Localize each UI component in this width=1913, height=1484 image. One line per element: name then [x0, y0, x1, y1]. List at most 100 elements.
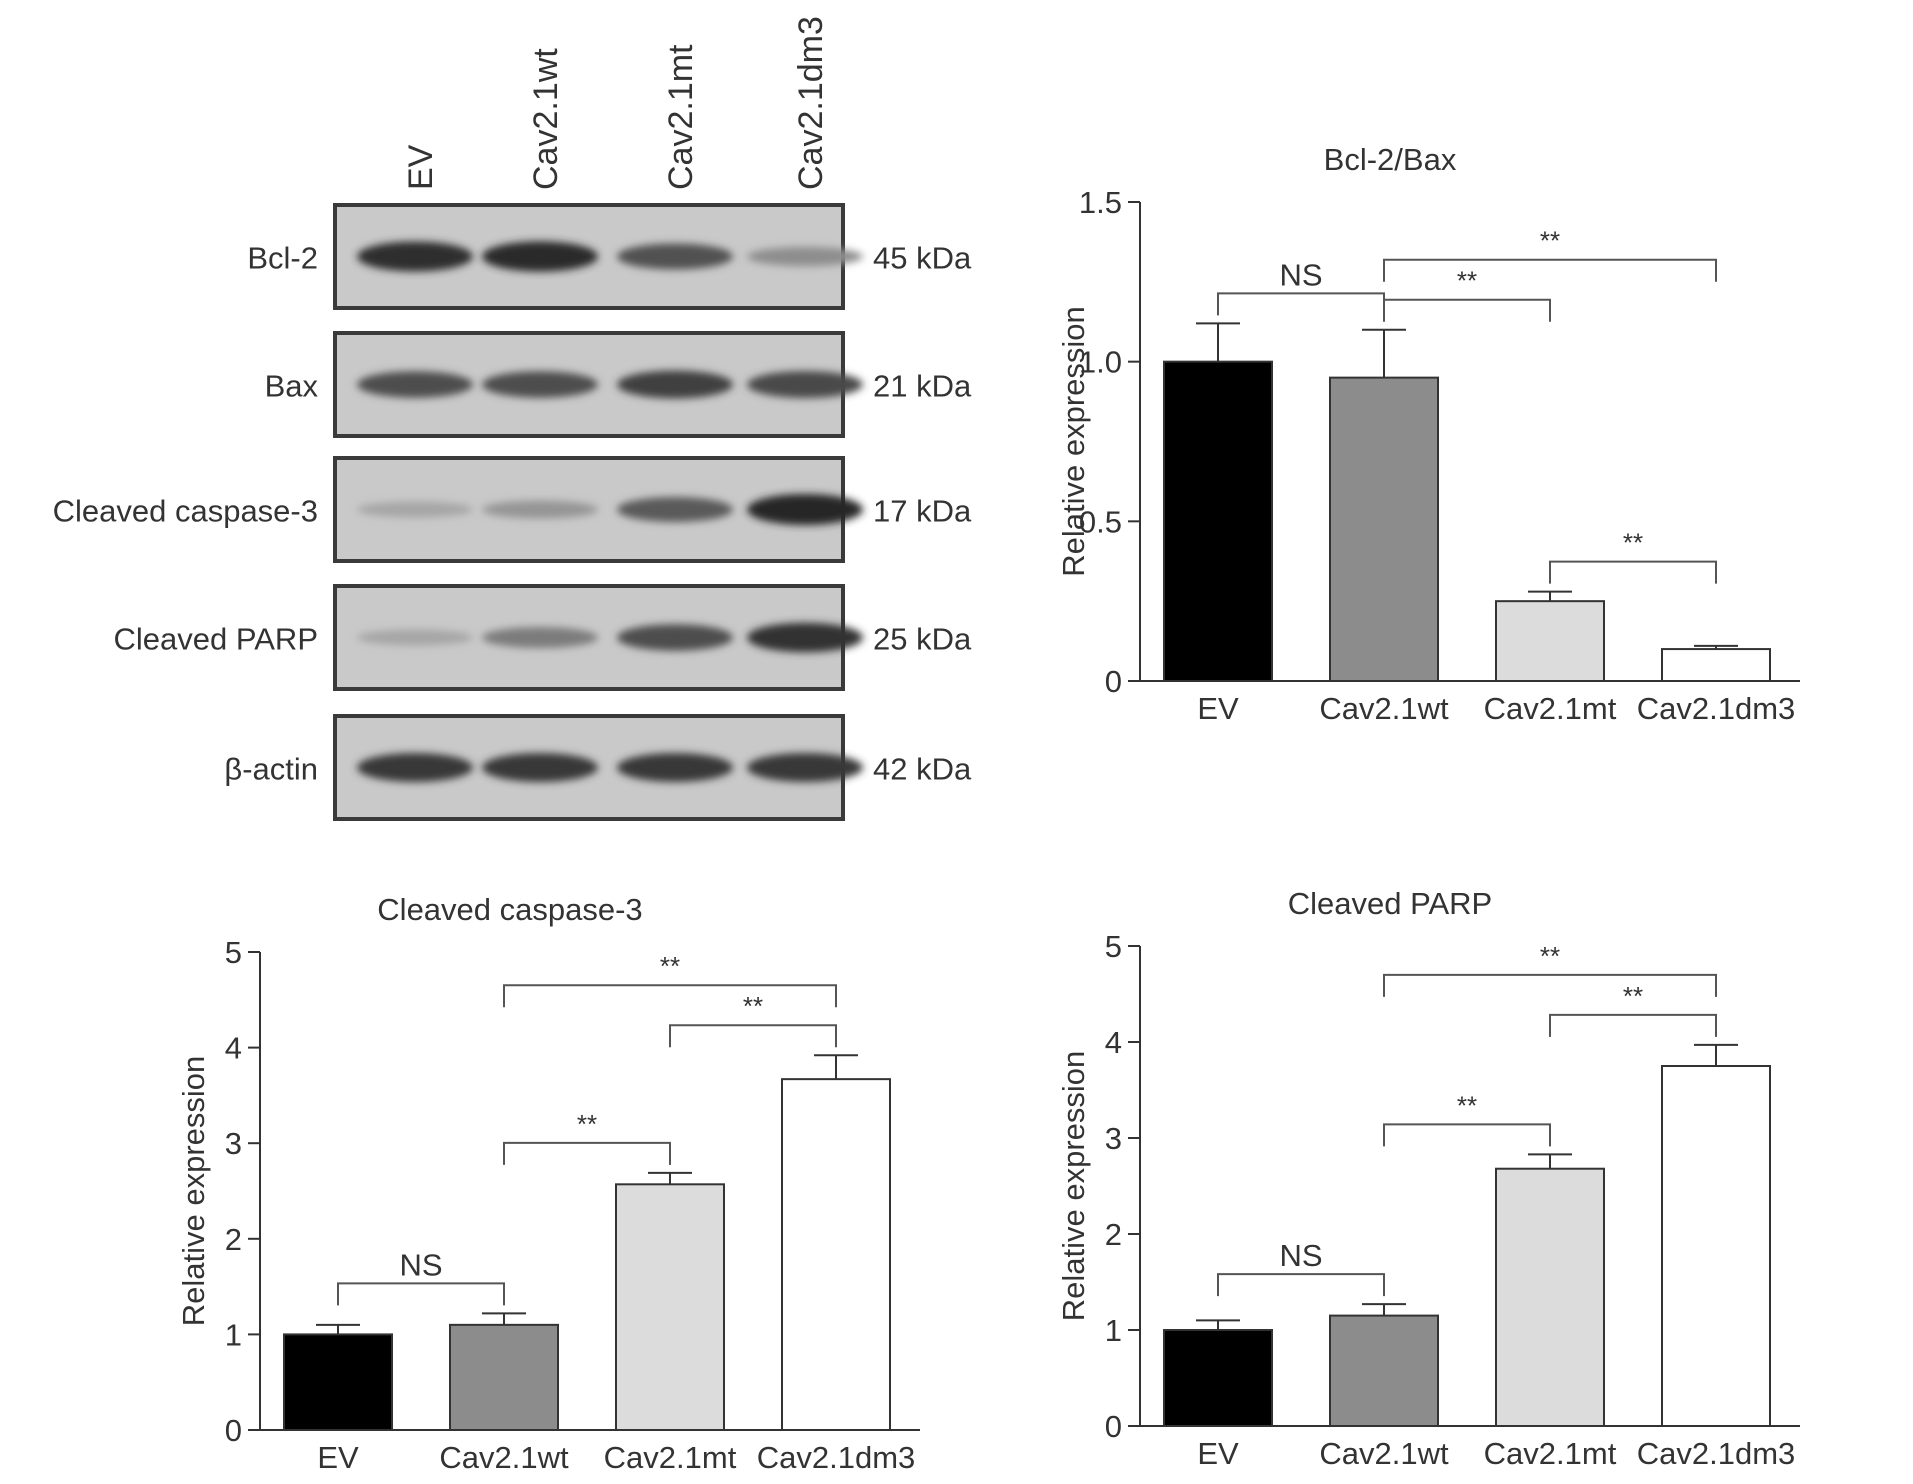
x-tick-label: EV [1197, 691, 1239, 726]
blot-band [617, 243, 733, 270]
blot-band [357, 753, 473, 782]
blot-band [617, 624, 733, 651]
blot-band [747, 753, 863, 782]
bar-cav2-1mt [615, 1183, 725, 1432]
molecular-weight-label: 25 kDa [873, 622, 972, 657]
y-tick-label: 2 [1105, 1217, 1122, 1252]
significance-bracket: NS [337, 1247, 505, 1306]
significance-label: ** [1540, 941, 1560, 971]
bar-cav2-1mt [1495, 600, 1605, 682]
blot-band [482, 241, 598, 272]
blot-band [617, 370, 733, 399]
bracket-line [1549, 1013, 1717, 1037]
y-axis-label: Relative expression [176, 1056, 211, 1327]
blot-row-bcl-2: Bcl-2 45 kDa [247, 203, 972, 310]
bracket-line [1549, 560, 1717, 584]
lane-label-ev: EV [402, 144, 440, 190]
x-tick-label: Cav2.1mt [604, 1440, 737, 1475]
bracket-line [1383, 258, 1717, 282]
y-tick-label: 0 [1105, 664, 1122, 699]
significance-bracket: ** [503, 1109, 671, 1165]
protein-label: Cleaved caspase-3 [53, 494, 318, 529]
blot-band [357, 371, 473, 398]
bracket-line [503, 1141, 671, 1165]
significance-label: ** [1457, 266, 1477, 296]
bar-cav2-1dm3 [1661, 1065, 1771, 1427]
x-tick-label: Cav2.1wt [1319, 691, 1449, 726]
bar-cav2-1dm3 [1661, 648, 1771, 682]
significance-bracket: NS [1217, 257, 1385, 316]
y-tick-label: 5 [1105, 929, 1122, 964]
chart-cleaved-caspase-3: Cleaved caspase-3 Relative expression 0 1 2 3… [176, 892, 920, 1475]
bar-cav2-1wt [1329, 1314, 1439, 1428]
y-tick-label: 4 [1105, 1025, 1122, 1060]
x-tick-label: Cav2.1mt [1484, 691, 1617, 726]
y-tick-label: 3 [225, 1126, 242, 1161]
chart-bcl2-bax: Bcl-2/Bax Relative expression 0 0.5 1.0 1.5 EV… [1056, 142, 1800, 726]
bracket-line [1383, 1123, 1551, 1147]
protein-label: Cleaved PARP [114, 622, 318, 657]
blot-band [357, 241, 473, 272]
x-tick-label: EV [317, 1440, 359, 1475]
x-tick-label: Cav2.1mt [1484, 1436, 1617, 1471]
chart-title: Cleaved caspase-3 [377, 892, 642, 927]
bracket-line [1383, 973, 1717, 997]
blot-band [747, 247, 863, 266]
blot-band [482, 753, 598, 782]
significance-bracket: NS [1217, 1238, 1385, 1297]
y-tick-label: 1.5 [1079, 185, 1122, 220]
blot-row-bax: Bax 21 kDa [265, 331, 972, 438]
x-tick-label: Cav2.1wt [1319, 1436, 1449, 1471]
blot-band [617, 497, 733, 522]
bar-ev [283, 1333, 393, 1431]
protein-label: Bax [265, 369, 319, 404]
y-tick-label: 3 [1105, 1121, 1122, 1156]
significance-bracket: ** [1549, 528, 1717, 584]
lane-label-cav2-1mt: Cav2.1mt [662, 44, 700, 190]
x-tick-label: Cav2.1dm3 [757, 1440, 916, 1475]
significance-bracket: ** [1383, 941, 1717, 997]
y-tick-label: 0 [1105, 1409, 1122, 1444]
molecular-weight-label: 21 kDa [873, 369, 972, 404]
blot-band [747, 622, 863, 653]
x-tick-label: Cav2.1dm3 [1637, 1436, 1796, 1471]
chart-title: Bcl-2/Bax [1324, 142, 1457, 177]
blot-rows: Bcl-2 45 kDa Bax 21 kDa Cleaved caspase-3 17 … [53, 203, 972, 821]
significance-label: ** [743, 991, 763, 1021]
significance-bracket: ** [669, 991, 837, 1048]
blot-band [747, 494, 863, 525]
significance-bracket: ** [1383, 226, 1717, 282]
lane-label-cav2-1wt: Cav2.1wt [527, 48, 565, 190]
y-tick-label: 1 [225, 1317, 242, 1352]
molecular-weight-label: 45 kDa [873, 241, 972, 276]
significance-label: ** [1457, 1090, 1477, 1120]
chart-cleaved-parp: Cleaved PARP Relative expression 0 1 2 3 4 5 EV C… [1056, 886, 1800, 1471]
blot-band [482, 500, 598, 519]
blot-band [482, 627, 598, 648]
x-tick-label: EV [1197, 1436, 1239, 1471]
bracket-line [1217, 292, 1385, 316]
y-axis-label: Relative expression [1056, 1051, 1091, 1322]
blot-row-cleaved-parp: Cleaved PARP 25 kDa [114, 584, 972, 691]
lane-label-cav2-1dm3: Cav2.1dm3 [792, 16, 830, 190]
significance-label: ** [660, 951, 680, 981]
bracket-line [1383, 298, 1551, 322]
significance-bracket: ** [1549, 981, 1717, 1037]
blot-row-cleaved-caspase-3: Cleaved caspase-3 17 kDa [53, 456, 972, 563]
blot-band [357, 501, 473, 518]
significance-label: ** [1623, 528, 1643, 558]
blot-band [747, 371, 863, 398]
significance-label: ** [1540, 226, 1560, 256]
blot-band [482, 371, 598, 398]
y-tick-label: 5 [225, 935, 242, 970]
significance-label: ** [1623, 981, 1643, 1011]
protein-label: Bcl-2 [247, 241, 318, 276]
bracket-line [1217, 1273, 1385, 1297]
y-tick-label: 1 [1105, 1313, 1122, 1348]
y-axis-label: Relative expression [1056, 306, 1091, 577]
significance-label: ** [577, 1109, 597, 1139]
x-tick-label: Cav2.1dm3 [1637, 691, 1796, 726]
bar-cav2-1wt [1329, 376, 1439, 682]
y-tick-label: 1.0 [1079, 345, 1122, 380]
significance-label: NS [1279, 257, 1322, 292]
